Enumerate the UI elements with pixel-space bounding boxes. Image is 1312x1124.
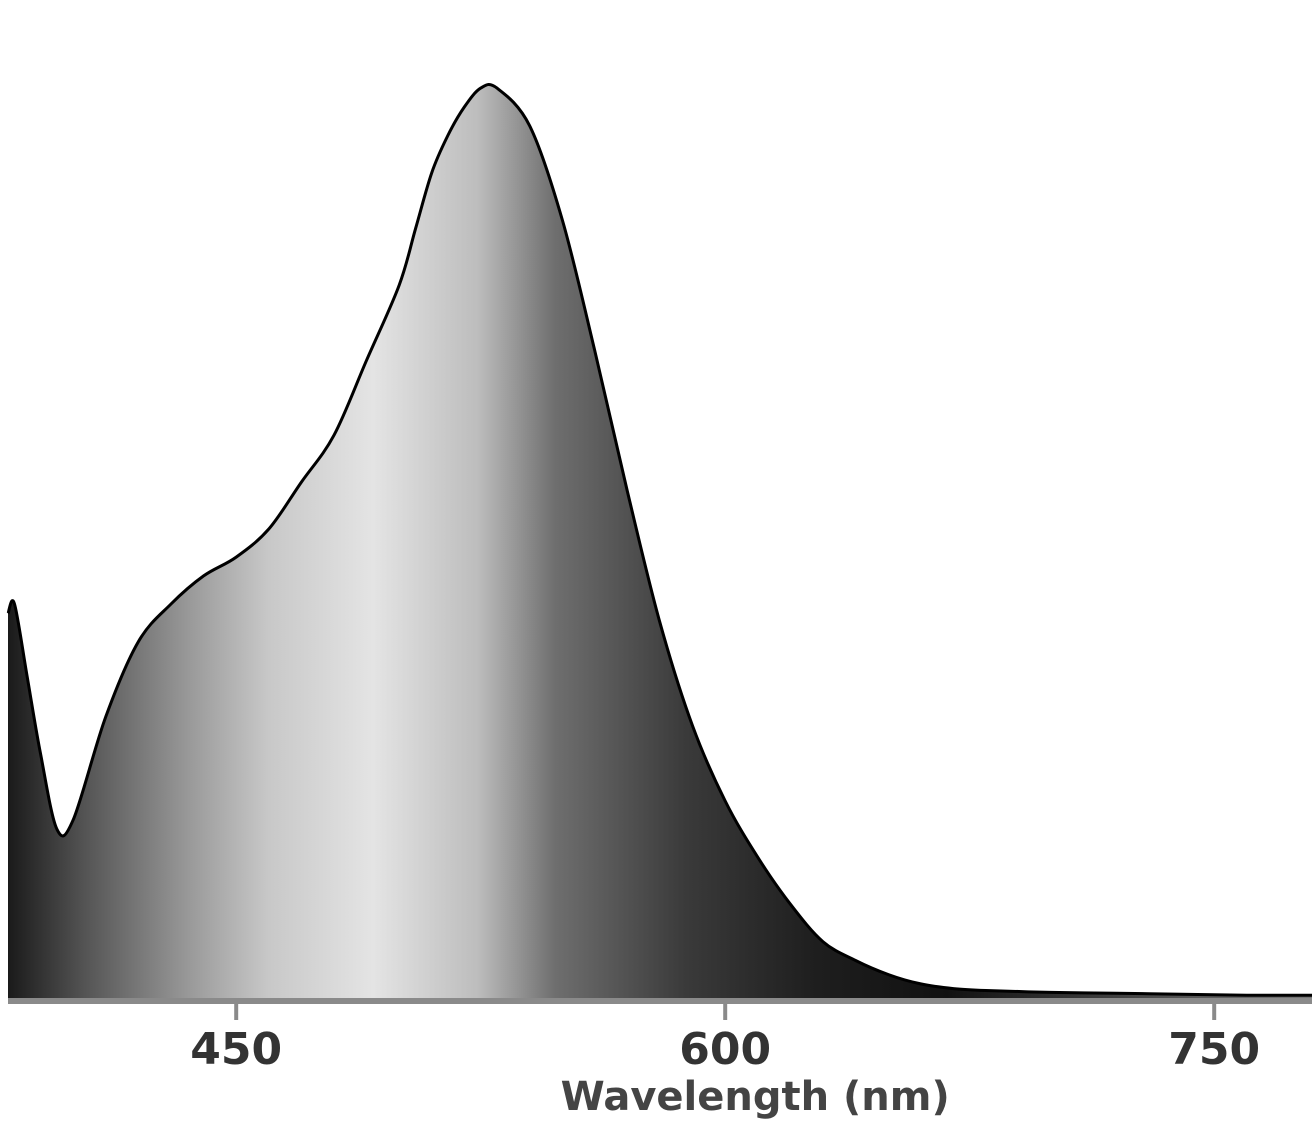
spectrum-area — [8, 84, 1312, 998]
x-tick-label: 750 — [1168, 1024, 1260, 1075]
x-tick-label: 600 — [679, 1024, 771, 1075]
x-axis-title: Wavelength (nm) — [561, 1074, 950, 1120]
x-axis-ticks: 450 600 750 — [190, 1004, 1260, 1075]
plot-area — [6, 83, 1312, 998]
spectrum-outline — [6, 83, 1312, 997]
x-tick-label: 450 — [190, 1024, 282, 1075]
